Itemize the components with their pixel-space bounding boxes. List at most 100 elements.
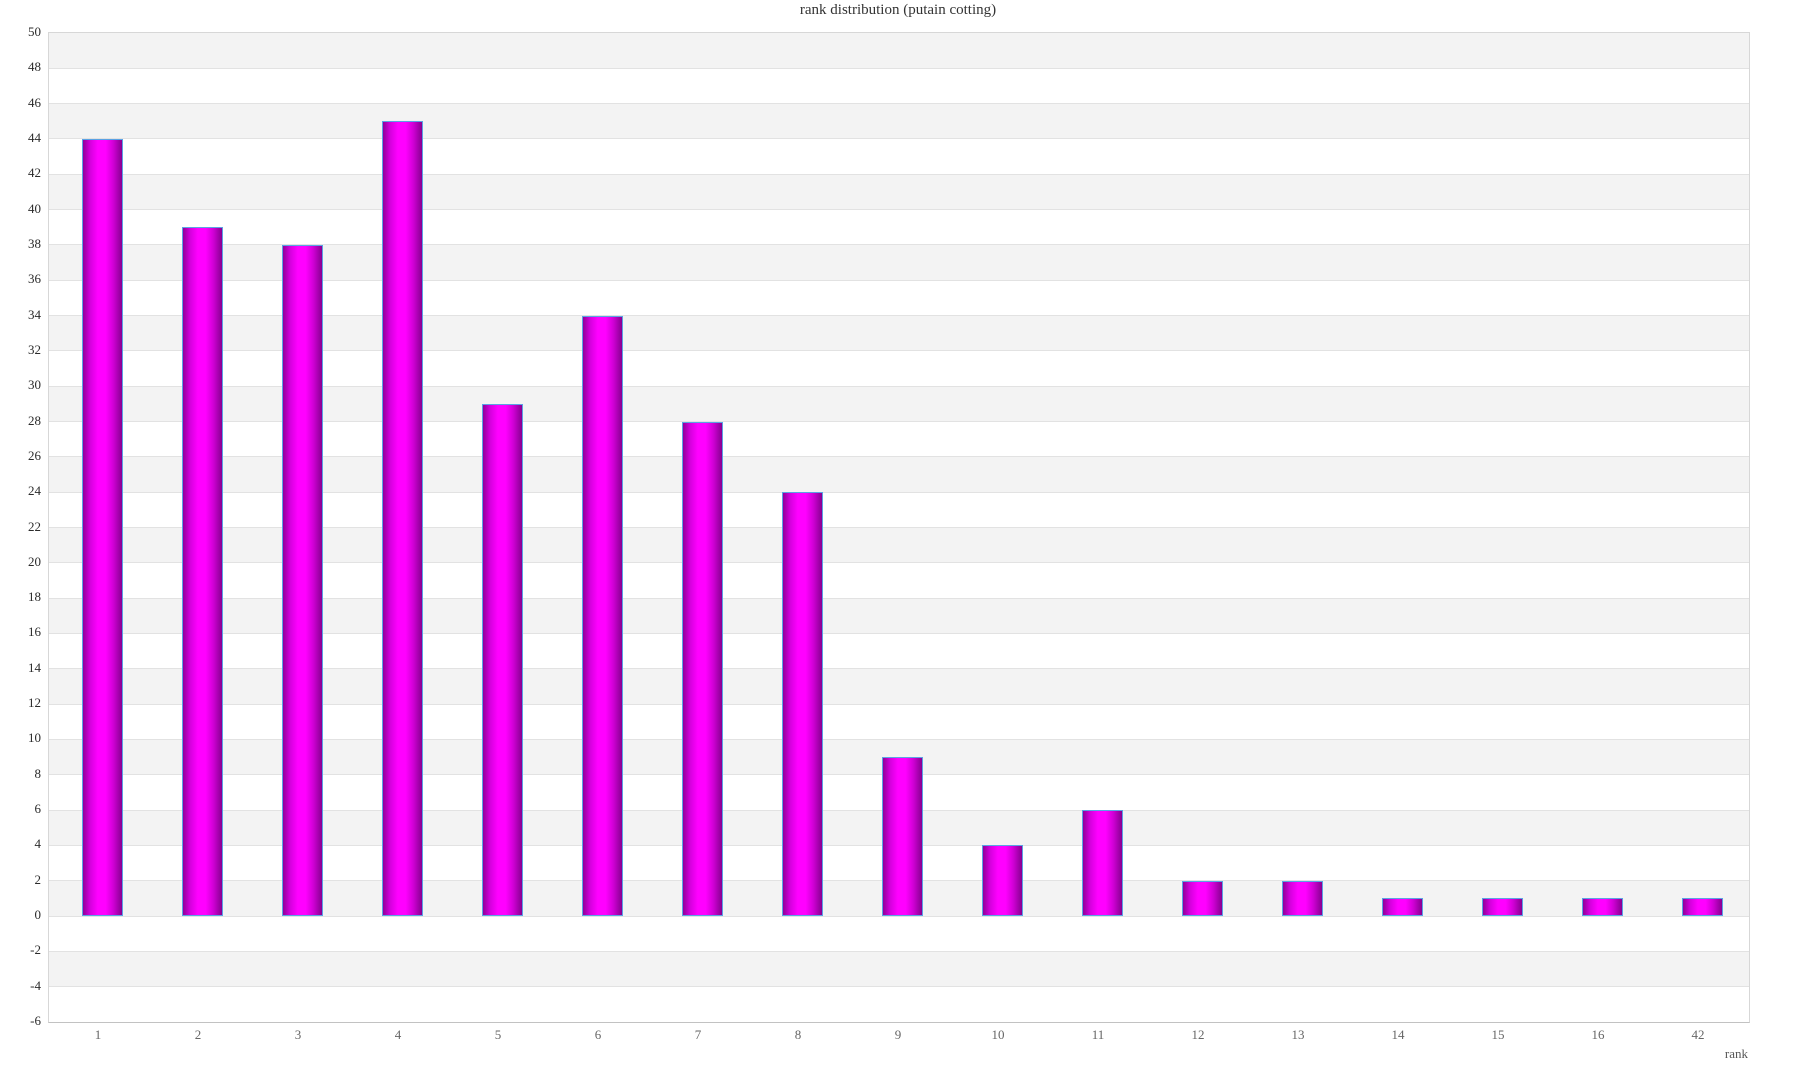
plot-band xyxy=(49,633,1749,669)
x-axis: 1 2 3 4 5 6 7 8 9 10 11 12 13 14 15 16 42 xyxy=(48,1027,1748,1045)
bar-rank-12 xyxy=(1181,880,1223,917)
bar-rank-3 xyxy=(281,244,323,917)
x-tick-label: 13 xyxy=(1291,1027,1305,1042)
gridline xyxy=(49,597,1749,599)
plot-band xyxy=(49,492,1749,528)
y-axis: 50 48 46 44 42 40 38 36 34 32 30 28 26 24 22 20 18 16 14 12… xyxy=(0,24,42,1028)
gridline xyxy=(49,244,1749,246)
y-tick-label: 46 xyxy=(28,94,41,110)
gridline xyxy=(49,421,1749,423)
gridline xyxy=(49,738,1749,740)
plot-band xyxy=(49,103,1749,139)
y-tick-label: 38 xyxy=(28,235,41,251)
y-tick-label: 30 xyxy=(28,377,41,393)
y-tick-label: 22 xyxy=(28,518,41,534)
y-tick-label: -6 xyxy=(30,1013,41,1028)
gridline xyxy=(49,315,1749,317)
x-tick-label: 5 xyxy=(494,1027,502,1042)
gridline xyxy=(49,632,1749,634)
plot-band xyxy=(49,209,1749,245)
plot-area xyxy=(48,32,1750,1023)
y-tick-label: 40 xyxy=(28,200,41,216)
y-tick-label: 10 xyxy=(28,730,41,746)
y-tick-label: 48 xyxy=(28,59,41,75)
plot-band xyxy=(49,421,1749,457)
y-tick-label: -2 xyxy=(30,942,41,958)
x-tick-label: 12 xyxy=(1191,1027,1205,1042)
gridline xyxy=(49,209,1749,211)
bar-rank-42 xyxy=(1681,898,1723,917)
y-tick-label: 18 xyxy=(28,589,41,605)
x-tick-label: 4 xyxy=(394,1027,402,1042)
gridline xyxy=(49,456,1749,458)
bar-rank-16 xyxy=(1581,898,1623,917)
bar-rank-8 xyxy=(781,492,823,917)
plot-band xyxy=(49,138,1749,175)
plot-band xyxy=(49,386,1749,422)
plot-band xyxy=(49,951,1749,987)
plot-band xyxy=(49,704,1749,740)
plot-band xyxy=(49,527,1749,563)
x-tick-label: 8 xyxy=(794,1027,802,1042)
y-tick-label: 42 xyxy=(28,165,41,181)
plot-band xyxy=(49,986,1749,1022)
y-tick-label: 0 xyxy=(34,907,42,923)
x-tick-label: 10 xyxy=(991,1027,1005,1042)
bar-rank-9 xyxy=(881,757,923,917)
x-tick-label: 6 xyxy=(594,1027,602,1042)
x-tick-label: 14 xyxy=(1391,1027,1405,1042)
gridline xyxy=(49,279,1749,281)
plot-band xyxy=(49,668,1749,705)
gridline xyxy=(49,103,1749,105)
gridline xyxy=(49,703,1749,705)
x-tick-label: 15 xyxy=(1491,1027,1505,1042)
y-tick-label: 34 xyxy=(28,306,41,322)
y-tick-label: 32 xyxy=(28,341,41,357)
x-tick-label: 16 xyxy=(1591,1027,1605,1042)
bar-rank-13 xyxy=(1281,880,1323,917)
plot-band xyxy=(49,315,1749,351)
gridline xyxy=(49,915,1749,917)
y-tick-label: 6 xyxy=(34,801,42,817)
bar-rank-2 xyxy=(181,227,223,917)
gridline xyxy=(49,173,1749,175)
chart-title: rank distribution (putain cotting) xyxy=(799,2,997,18)
plot-band xyxy=(49,456,1749,493)
gridline xyxy=(49,67,1749,69)
bar-rank-14 xyxy=(1381,898,1423,917)
bar-rank-6 xyxy=(581,315,623,917)
x-tick-label: 42 xyxy=(1691,1027,1705,1042)
y-tick-label: 28 xyxy=(28,412,41,428)
y-tick-label: 26 xyxy=(28,447,41,463)
x-tick-label: 7 xyxy=(694,1027,702,1042)
gridline xyxy=(49,138,1749,140)
x-tick-label: 9 xyxy=(894,1027,902,1042)
y-tick-label: -4 xyxy=(30,977,41,993)
plot-band xyxy=(49,562,1749,599)
x-tick-label: 1 xyxy=(94,1027,102,1042)
x-tick-label: 2 xyxy=(194,1027,202,1042)
gridline xyxy=(49,385,1749,387)
x-axis-title: rank xyxy=(1724,1046,1748,1061)
plot-band xyxy=(49,598,1749,634)
plot-band xyxy=(49,174,1749,210)
y-tick-label: 4 xyxy=(34,836,42,852)
plot-band xyxy=(49,280,1749,316)
gridline xyxy=(49,950,1749,952)
plot-band xyxy=(49,350,1749,387)
bar-rank-4 xyxy=(381,121,423,917)
gridline xyxy=(49,668,1749,670)
gridline xyxy=(49,986,1749,988)
y-tick-label: 36 xyxy=(28,271,41,287)
y-tick-label: 44 xyxy=(28,129,41,145)
bar-rank-5 xyxy=(481,403,523,917)
y-tick-label: 20 xyxy=(28,553,41,569)
y-tick-label: 2 xyxy=(34,871,42,887)
x-tick-label: 11 xyxy=(1091,1027,1105,1042)
bar-rank-10 xyxy=(981,845,1023,917)
y-tick-label: 16 xyxy=(28,624,41,640)
y-tick-label: 14 xyxy=(28,659,41,675)
plot-band xyxy=(49,244,1749,281)
bar-rank-15 xyxy=(1481,898,1523,917)
